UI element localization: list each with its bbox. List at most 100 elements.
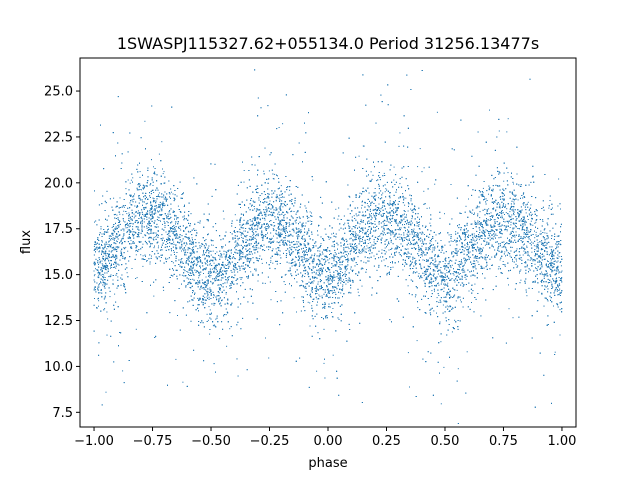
scatter-point xyxy=(226,345,228,347)
scatter-point xyxy=(526,245,528,247)
scatter-point xyxy=(481,256,483,258)
scatter-point xyxy=(474,263,476,265)
scatter-point xyxy=(164,204,166,206)
scatter-point xyxy=(191,260,192,262)
scatter-point xyxy=(422,232,424,234)
scatter-point xyxy=(116,214,118,216)
scatter-point xyxy=(378,197,379,199)
scatter-point xyxy=(279,233,281,235)
scatter-point xyxy=(359,252,361,254)
scatter-point xyxy=(188,238,190,239)
scatter-point xyxy=(157,247,159,249)
scatter-point xyxy=(383,223,385,225)
scatter-point xyxy=(161,141,163,143)
scatter-point xyxy=(443,290,445,292)
scatter-point xyxy=(336,263,338,265)
scatter-point xyxy=(162,196,164,198)
scatter-point xyxy=(389,237,391,239)
scatter-point xyxy=(347,243,349,245)
scatter-point xyxy=(505,212,507,214)
scatter-point xyxy=(419,148,421,150)
scatter-point xyxy=(268,246,270,248)
scatter-point xyxy=(409,244,411,246)
scatter-point xyxy=(211,240,212,242)
scatter-point xyxy=(198,273,200,274)
scatter-point xyxy=(557,260,559,262)
scatter-point xyxy=(125,188,127,190)
scatter-point xyxy=(157,216,159,218)
scatter-point xyxy=(329,279,331,281)
scatter-point xyxy=(350,268,352,270)
scatter-point xyxy=(551,271,553,273)
scatter-point xyxy=(536,268,538,269)
scatter-point xyxy=(229,328,231,330)
scatter-point xyxy=(112,237,114,239)
scatter-point xyxy=(142,236,144,238)
scatter-point xyxy=(339,264,341,266)
scatter-point xyxy=(493,219,495,221)
scatter-point xyxy=(504,251,506,253)
scatter-point xyxy=(324,304,326,306)
scatter-point xyxy=(270,299,272,301)
scatter-point xyxy=(549,262,550,264)
scatter-point xyxy=(396,210,398,212)
scatter-point xyxy=(376,180,378,182)
scatter-point xyxy=(128,215,130,217)
scatter-point xyxy=(285,205,287,207)
scatter-point xyxy=(349,277,351,279)
scatter-point xyxy=(144,201,145,203)
scatter-point xyxy=(117,276,119,278)
scatter-point xyxy=(99,259,101,260)
scatter-point xyxy=(440,341,442,343)
scatter-point xyxy=(136,277,138,279)
scatter-point xyxy=(411,222,413,224)
scatter-point xyxy=(286,211,288,213)
scatter-point xyxy=(360,251,362,253)
scatter-point xyxy=(485,229,487,231)
scatter-point xyxy=(114,242,116,244)
scatter-point xyxy=(328,238,330,240)
scatter-point xyxy=(505,204,507,206)
scatter-point xyxy=(278,127,280,128)
scatter-point xyxy=(329,258,331,260)
scatter-point xyxy=(209,333,211,335)
scatter-point xyxy=(135,278,137,279)
scatter-point xyxy=(139,189,141,190)
scatter-point xyxy=(435,240,437,242)
scatter-point xyxy=(234,269,236,271)
scatter-point xyxy=(198,272,200,274)
scatter-point xyxy=(292,262,294,264)
scatter-point xyxy=(110,260,112,262)
scatter-point xyxy=(243,170,245,171)
scatter-point xyxy=(410,200,412,202)
scatter-point xyxy=(372,235,374,237)
scatter-point xyxy=(479,221,480,222)
scatter-point xyxy=(262,236,264,238)
scatter-point xyxy=(183,275,185,277)
scatter-point xyxy=(312,179,314,181)
scatter-point xyxy=(275,200,277,202)
scatter-point xyxy=(546,272,548,274)
scatter-point xyxy=(368,234,369,236)
scatter-point xyxy=(424,259,425,261)
scatter-point xyxy=(352,280,353,282)
scatter-point xyxy=(436,111,438,113)
scatter-point xyxy=(476,257,478,259)
scatter-point xyxy=(337,282,339,284)
scatter-point xyxy=(125,246,127,248)
scatter-point xyxy=(157,210,158,212)
scatter-point xyxy=(386,219,388,221)
scatter-point xyxy=(317,281,319,283)
scatter-point xyxy=(341,290,343,292)
scatter-point xyxy=(434,246,436,248)
scatter-point xyxy=(153,192,155,193)
scatter-point xyxy=(285,273,287,275)
scatter-point xyxy=(110,235,112,237)
scatter-point xyxy=(508,284,509,286)
scatter-point xyxy=(368,213,370,215)
scatter-point xyxy=(526,233,528,235)
scatter-point xyxy=(370,203,372,205)
scatter-point xyxy=(389,211,391,213)
scatter-point xyxy=(273,225,275,227)
scatter-point xyxy=(290,211,292,213)
